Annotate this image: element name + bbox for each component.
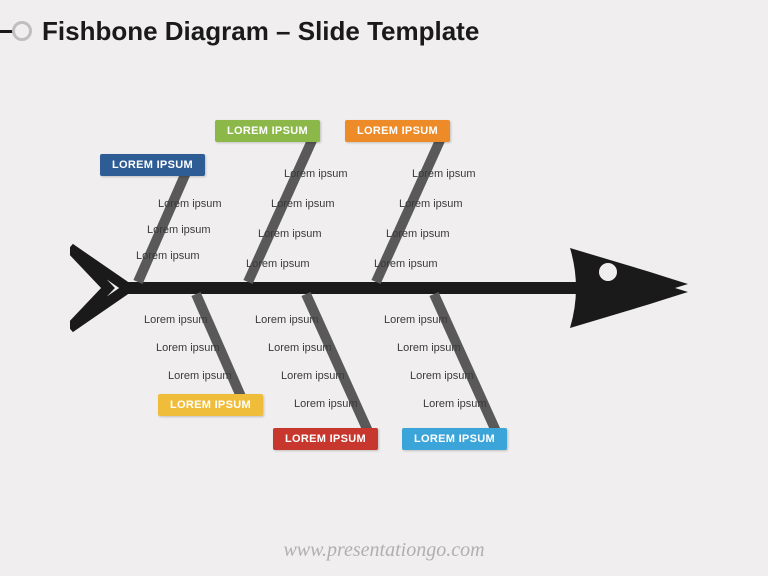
header-circle-decoration bbox=[12, 21, 32, 41]
cause-text-8: Lorem ipsum bbox=[399, 198, 463, 210]
cause-text-15: Lorem ipsum bbox=[268, 342, 332, 354]
cause-text-2: Lorem ipsum bbox=[136, 250, 200, 262]
slide-title: Fishbone Diagram – Slide Template bbox=[42, 16, 479, 47]
cause-text-20: Lorem ipsum bbox=[410, 370, 474, 382]
cause-text-19: Lorem ipsum bbox=[397, 342, 461, 354]
cause-text-4: Lorem ipsum bbox=[271, 198, 335, 210]
category-label-2: LOREM IPSUM bbox=[345, 120, 450, 142]
category-label-4: LOREM IPSUM bbox=[273, 428, 378, 450]
cause-text-11: Lorem ipsum bbox=[144, 314, 208, 326]
cause-text-13: Lorem ipsum bbox=[168, 370, 232, 382]
cause-text-16: Lorem ipsum bbox=[281, 370, 345, 382]
footer-watermark: www.presentationgo.com bbox=[0, 539, 768, 562]
cause-text-0: Lorem ipsum bbox=[158, 198, 222, 210]
category-label-3: LOREM IPSUM bbox=[158, 394, 263, 416]
cause-text-18: Lorem ipsum bbox=[384, 314, 448, 326]
category-label-5: LOREM IPSUM bbox=[402, 428, 507, 450]
cause-text-5: Lorem ipsum bbox=[258, 228, 322, 240]
cause-text-12: Lorem ipsum bbox=[156, 342, 220, 354]
cause-text-3: Lorem ipsum bbox=[284, 168, 348, 180]
category-label-1: LOREM IPSUM bbox=[215, 120, 320, 142]
cause-text-7: Lorem ipsum bbox=[412, 168, 476, 180]
cause-text-14: Lorem ipsum bbox=[255, 314, 319, 326]
cause-text-10: Lorem ipsum bbox=[374, 258, 438, 270]
cause-text-9: Lorem ipsum bbox=[386, 228, 450, 240]
cause-text-1: Lorem ipsum bbox=[147, 224, 211, 236]
cause-text-17: Lorem ipsum bbox=[294, 398, 358, 410]
fishbone-diagram: LOREM IPSUM LOREM IPSUM LOREM IPSUM LOREM I… bbox=[70, 120, 690, 470]
cause-text-6: Lorem ipsum bbox=[246, 258, 310, 270]
category-label-0: LOREM IPSUM bbox=[100, 154, 205, 176]
cause-text-21: Lorem ipsum bbox=[423, 398, 487, 410]
